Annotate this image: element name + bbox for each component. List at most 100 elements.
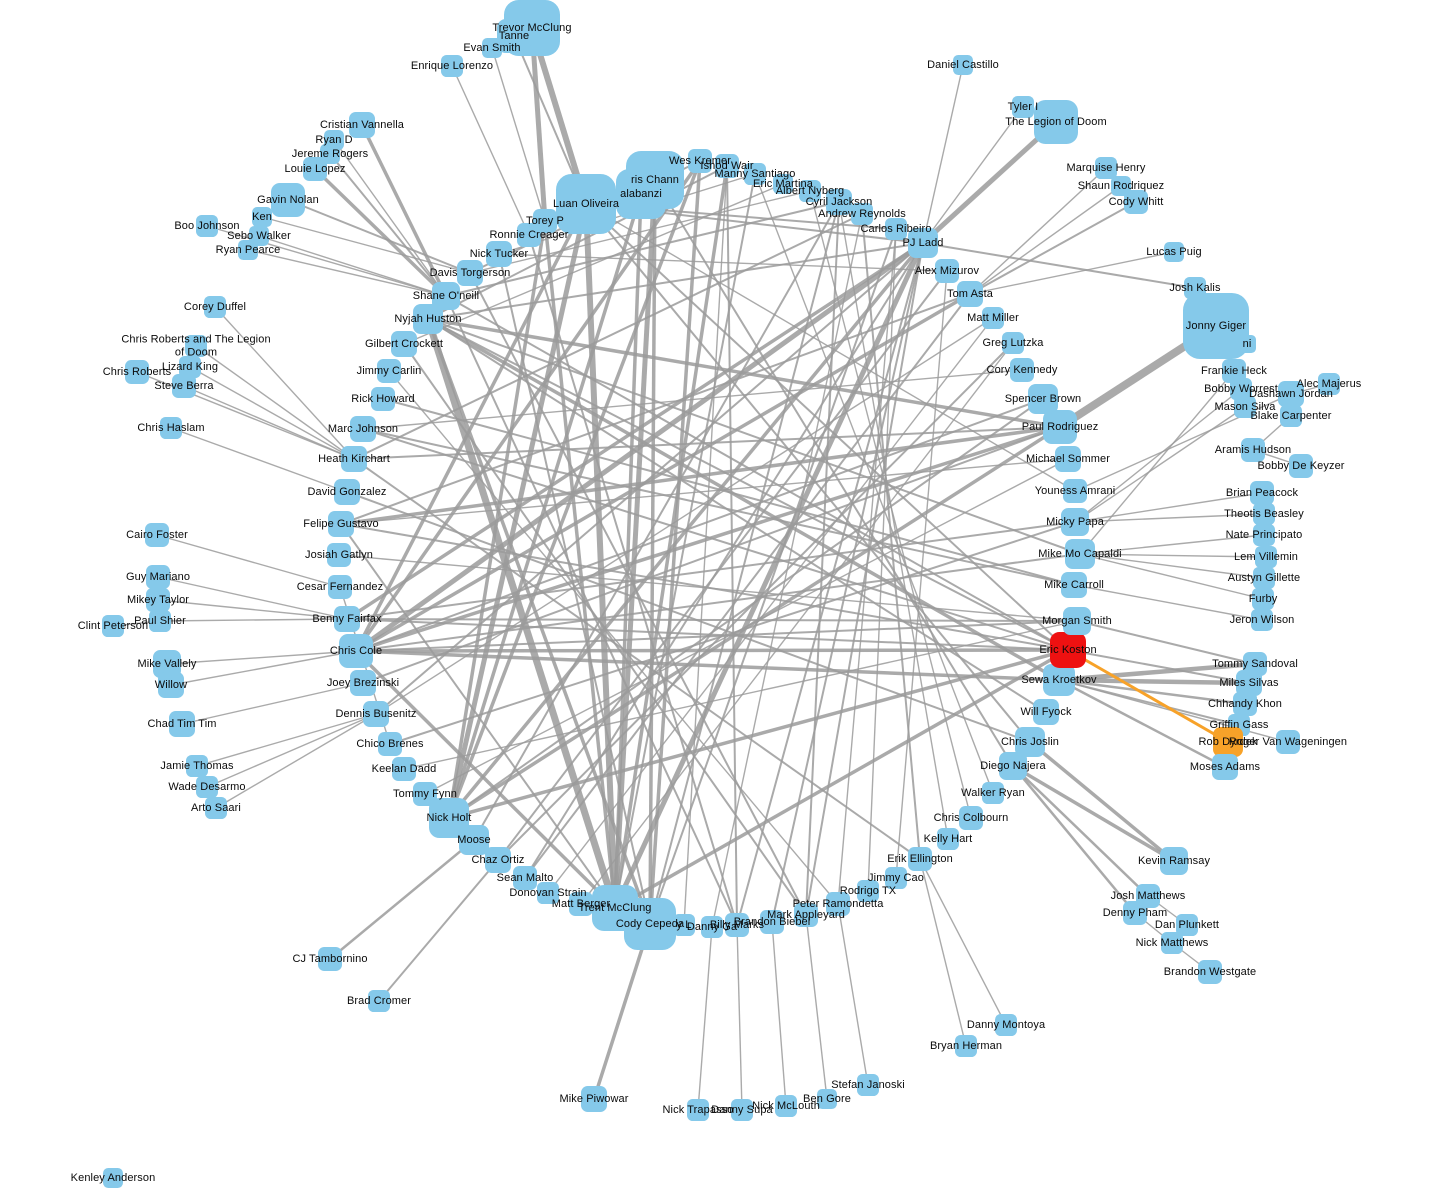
node-kenley-anderson[interactable] [103,1168,123,1188]
node-walker-ryan[interactable] [982,782,1004,804]
node-brandon-westgate[interactable] [1198,960,1222,984]
node-tanne[interactable] [497,19,531,53]
node-kelly-hart[interactable] [937,828,959,850]
node-manny-santiago[interactable] [744,163,766,185]
node-micky-papa[interactable] [1061,508,1089,536]
node-furby[interactable] [1252,588,1274,610]
node-nick-tucker[interactable] [486,241,512,267]
node-ken[interactable] [252,207,272,227]
node-jimmy-cao[interactable] [885,867,907,889]
node-guy-mariano[interactable] [146,565,170,589]
node-willow[interactable] [158,672,184,698]
node-eric-martina[interactable] [773,174,793,194]
node-cody-whitt[interactable] [1124,190,1148,214]
node-jeron-wilson[interactable] [1251,609,1273,631]
node-chad-tim-tim[interactable] [169,711,195,737]
node-chris-cole[interactable] [339,634,373,668]
node-paul-rodriguez[interactable] [1043,410,1077,444]
node-pj-ladd[interactable] [908,228,938,258]
node-rick-howard[interactable] [371,387,395,411]
node-dennis-busenitz[interactable] [363,701,389,727]
node-alex-mizurov[interactable] [935,259,959,283]
node-kalabanzi[interactable] [616,169,666,219]
node-austyn-gillette[interactable] [1253,567,1275,589]
node-rob-dyrdek[interactable] [1213,727,1243,757]
node-cory-kennedy[interactable] [1010,358,1034,382]
node-chhandy-khon[interactable] [1233,692,1257,716]
node-tom-asta[interactable] [957,281,983,307]
node-matt-berger[interactable] [569,892,593,916]
node-theotis-beasley[interactable] [1253,503,1275,525]
node-wade-desarmo[interactable] [196,776,218,798]
node-benny-fairfax[interactable] [334,606,360,632]
node-boo-johnson[interactable] [196,215,218,237]
node-david-gonzalez[interactable] [334,479,360,505]
node-billy-marks[interactable] [725,913,749,937]
node-blake-carpenter[interactable] [1280,405,1302,427]
node-danny-ga[interactable] [701,916,723,938]
node-carlos-ribeiro[interactable] [885,218,907,240]
node-legion-of-doom[interactable] [1034,100,1078,144]
node-nick-mclouth[interactable] [775,1095,797,1117]
node-aramis-hudson[interactable] [1241,438,1265,462]
node-chris-joslin[interactable] [1015,727,1045,757]
node-moose[interactable] [459,825,489,855]
node-chris-colbourn[interactable] [959,806,983,830]
node-danny-supa[interactable] [731,1099,753,1121]
node-ronnie-creager[interactable] [517,223,541,247]
node-clint-peterson[interactable] [102,615,124,637]
node-nick-trapasso[interactable] [687,1099,709,1121]
node-ryan-pearce[interactable] [238,240,258,260]
node-stefan-janoski[interactable] [857,1074,879,1096]
node-miles-silvas[interactable] [1236,670,1262,696]
node-eric-koston[interactable] [1050,632,1086,668]
node-cristian-vannella[interactable] [349,112,375,138]
node-josiah-gatlyn[interactable] [327,543,351,567]
node-nyjah-huston[interactable] [413,304,443,334]
node-davis-torgerson[interactable] [457,260,483,286]
node-evan-smith[interactable] [482,38,502,58]
node-arto-saari[interactable] [205,797,227,819]
node-corey-duffel[interactable] [204,296,226,318]
node-paul-shier[interactable] [149,610,171,632]
node-jamie-thomas[interactable] [186,755,208,777]
node-lizard-king[interactable] [179,356,201,378]
node-chris-roberts[interactable] [125,360,149,384]
node-cairo-foster[interactable] [145,523,169,547]
node-albert-nyberg[interactable] [799,180,821,202]
node-daniel-castillo[interactable] [953,55,973,75]
node-jimmy-carlin[interactable] [377,359,401,383]
node-cesar-fernandez[interactable] [328,575,352,599]
node-lem-villemin[interactable] [1255,546,1277,568]
node-dashawn-jordan[interactable] [1278,381,1304,407]
node-matt-miller[interactable] [982,307,1004,329]
node-marquise-henry[interactable] [1095,157,1117,179]
node-brandon-biebel[interactable] [760,910,784,934]
node-bobby-de-keyzer[interactable] [1289,454,1313,478]
node-dan-plunkett[interactable] [1176,914,1198,936]
node-mark-appleyard[interactable] [794,903,818,927]
node-nate-principato[interactable] [1253,524,1275,546]
node-tyler-i[interactable] [1012,96,1034,118]
node-brad-cromer[interactable] [368,990,390,1012]
node-gavin-nolan[interactable] [271,183,305,217]
node-rodrigo-tx[interactable] [857,880,879,902]
node-marc-johnson[interactable] [350,416,376,442]
node-peter-ramondetta[interactable] [826,892,850,916]
node-mason-silva[interactable] [1234,396,1256,418]
node-ishod-wair[interactable] [715,154,739,178]
node-luan-oliveira[interactable] [556,174,616,234]
node-louie-lopez[interactable] [303,157,327,181]
node-lucas-puig[interactable] [1164,242,1184,262]
node-chris-haslam[interactable] [160,417,182,439]
node-michael-sommer[interactable] [1055,446,1081,472]
node-sean-malto[interactable] [513,866,537,890]
node-brian-peacock[interactable] [1250,481,1274,505]
node-sewa-kroetkov[interactable] [1043,664,1075,696]
node-enrique-lorenzo[interactable] [441,55,463,77]
node-greg-lutzka[interactable] [1002,332,1024,354]
node-danny-montoya[interactable] [995,1014,1017,1036]
node-donovan-strain[interactable] [537,882,559,904]
node-moses-adams[interactable] [1212,754,1238,780]
node-cj-tambornino[interactable] [318,947,342,971]
